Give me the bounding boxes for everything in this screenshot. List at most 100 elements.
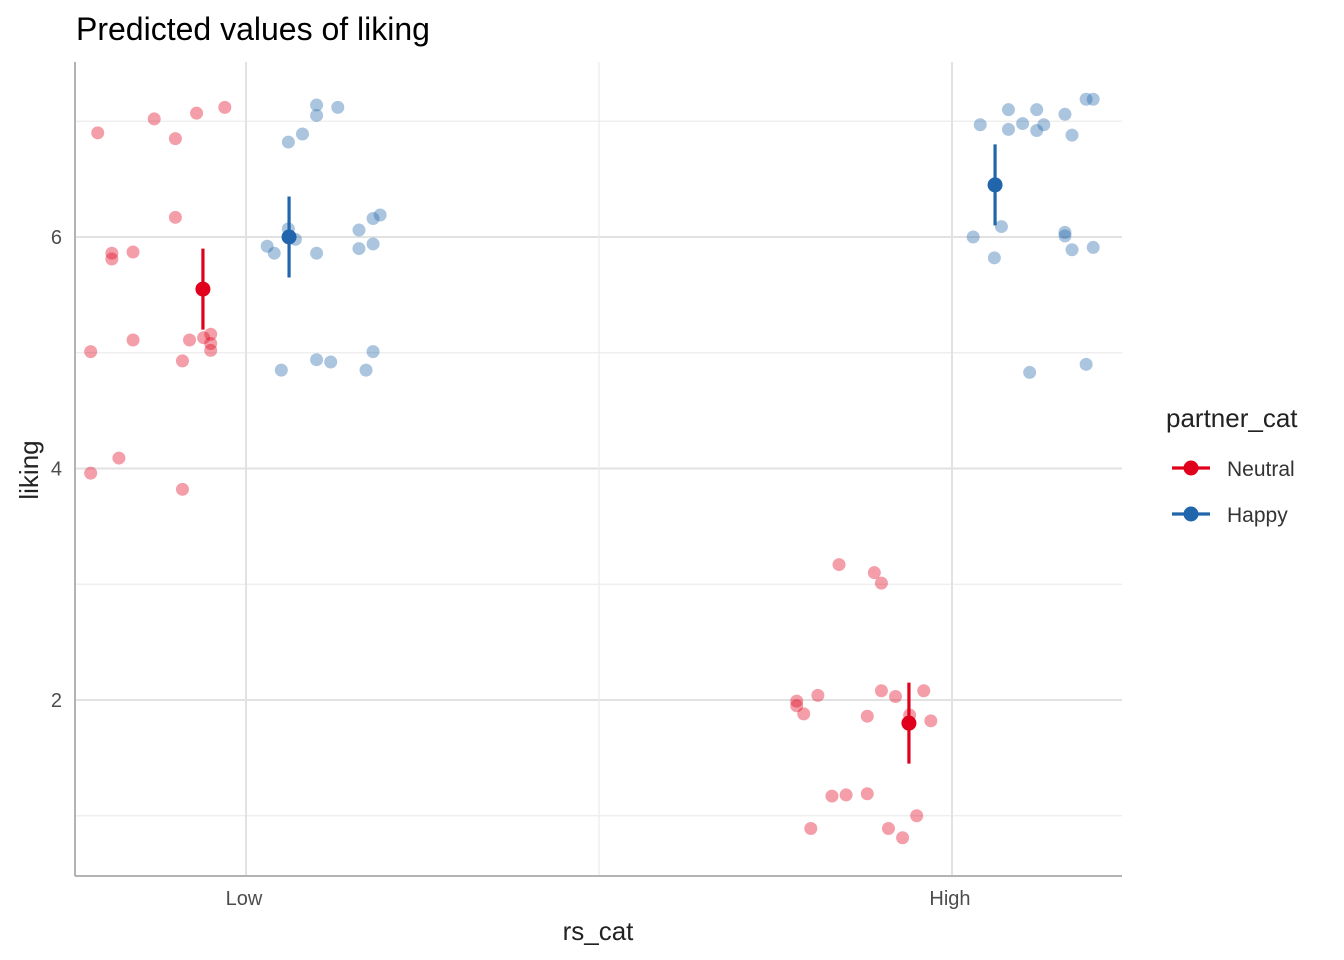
data-point-neutral (204, 336, 218, 350)
data-point-happy (310, 353, 324, 367)
data-point-happy (1016, 117, 1030, 131)
data-point-neutral (175, 354, 189, 368)
data-point-neutral (881, 821, 895, 835)
data-point-happy (310, 98, 324, 112)
y-tick-label: 4 (51, 459, 62, 481)
data-point-neutral (924, 714, 938, 728)
data-point-happy (1065, 128, 1079, 142)
data-point-happy (359, 363, 373, 377)
data-point-neutral (867, 566, 881, 580)
data-point-neutral (91, 126, 105, 140)
data-point-happy (1023, 365, 1037, 379)
data-point-happy (366, 237, 380, 251)
estimate-point-happy (987, 177, 1003, 193)
data-point-neutral (168, 132, 182, 146)
y-tick-label: 6 (51, 227, 62, 249)
estimate-point-happy (281, 229, 297, 245)
data-point-happy (1058, 225, 1072, 239)
legend-key-point-happy (1183, 506, 1199, 522)
predicted-estimates (195, 144, 1003, 764)
data-point-happy (331, 100, 345, 114)
data-point-neutral (105, 252, 119, 266)
data-point-happy (1058, 229, 1072, 243)
data-point-happy (373, 208, 387, 222)
y-tick-label: 2 (51, 690, 62, 712)
data-point-neutral (197, 331, 211, 345)
data-point-neutral (84, 345, 98, 359)
data-point-neutral (825, 789, 839, 803)
data-point-happy (1065, 243, 1079, 257)
data-point-happy (1001, 103, 1015, 117)
data-point-neutral (790, 694, 804, 708)
data-point-neutral (860, 787, 874, 801)
data-point-happy (366, 211, 380, 225)
x-tick-labels: Low High (226, 888, 971, 910)
data-point-happy (366, 345, 380, 359)
data-point-neutral (874, 684, 888, 698)
data-point-happy (1037, 118, 1051, 132)
data-point-neutral (126, 333, 140, 347)
data-point-neutral (112, 451, 126, 465)
data-point-happy (1086, 240, 1100, 254)
data-point-happy (1030, 103, 1044, 117)
data-point-neutral (811, 688, 825, 702)
data-point-neutral (917, 684, 931, 698)
data-point-happy (966, 230, 980, 244)
data-point-happy (994, 220, 1008, 234)
raw-data-points (84, 92, 1100, 845)
data-point-happy (295, 127, 309, 141)
legend-title: partner_cat (1166, 403, 1298, 433)
data-point-happy (352, 223, 366, 237)
x-tick-label: High (929, 888, 970, 910)
data-point-happy (1079, 357, 1093, 371)
estimate-point-neutral (195, 281, 211, 297)
data-point-happy (1079, 92, 1093, 106)
data-point-happy (310, 246, 324, 260)
data-point-neutral (126, 245, 140, 259)
data-point-neutral (218, 100, 232, 114)
data-point-neutral (910, 809, 924, 823)
data-point-happy (281, 135, 295, 149)
data-point-happy (973, 118, 987, 132)
data-point-neutral (175, 482, 189, 496)
data-point-neutral (204, 327, 218, 341)
data-point-neutral (874, 576, 888, 590)
data-point-neutral (790, 699, 804, 713)
data-point-neutral (190, 106, 204, 120)
data-point-neutral (147, 112, 161, 126)
data-point-neutral (889, 690, 903, 704)
data-point-happy (260, 239, 274, 253)
data-point-neutral (105, 246, 119, 260)
data-point-happy (987, 251, 1001, 265)
data-point-neutral (204, 343, 218, 357)
data-point-happy (1030, 124, 1044, 138)
data-point-neutral (804, 821, 818, 835)
data-point-happy (324, 355, 338, 369)
data-point-happy (1086, 92, 1100, 106)
data-point-neutral (896, 831, 910, 845)
legend: partner_cat Neutral Happy (1166, 403, 1298, 527)
legend-label-happy: Happy (1227, 504, 1288, 527)
y-axis-title: liking (14, 440, 44, 499)
data-point-happy (310, 108, 324, 122)
data-point-neutral (797, 707, 811, 721)
chart-title: Predicted values of liking (76, 11, 430, 47)
data-point-neutral (860, 709, 874, 723)
data-point-neutral (839, 788, 853, 802)
data-point-happy (1001, 122, 1015, 136)
data-point-happy (267, 246, 281, 260)
data-point-happy (1058, 107, 1072, 121)
data-point-happy (352, 242, 366, 256)
x-axis-title: rs_cat (563, 916, 635, 946)
data-point-happy (274, 363, 288, 377)
estimate-point-neutral (901, 715, 917, 731)
legend-key-point-neutral (1183, 460, 1199, 476)
legend-label-neutral: Neutral (1227, 458, 1295, 481)
data-point-neutral (84, 466, 98, 480)
y-tick-labels: 2 4 6 (51, 227, 62, 712)
x-tick-label: Low (226, 888, 263, 910)
data-point-neutral (832, 558, 846, 572)
gridlines (75, 62, 1122, 876)
data-point-neutral (183, 333, 197, 347)
